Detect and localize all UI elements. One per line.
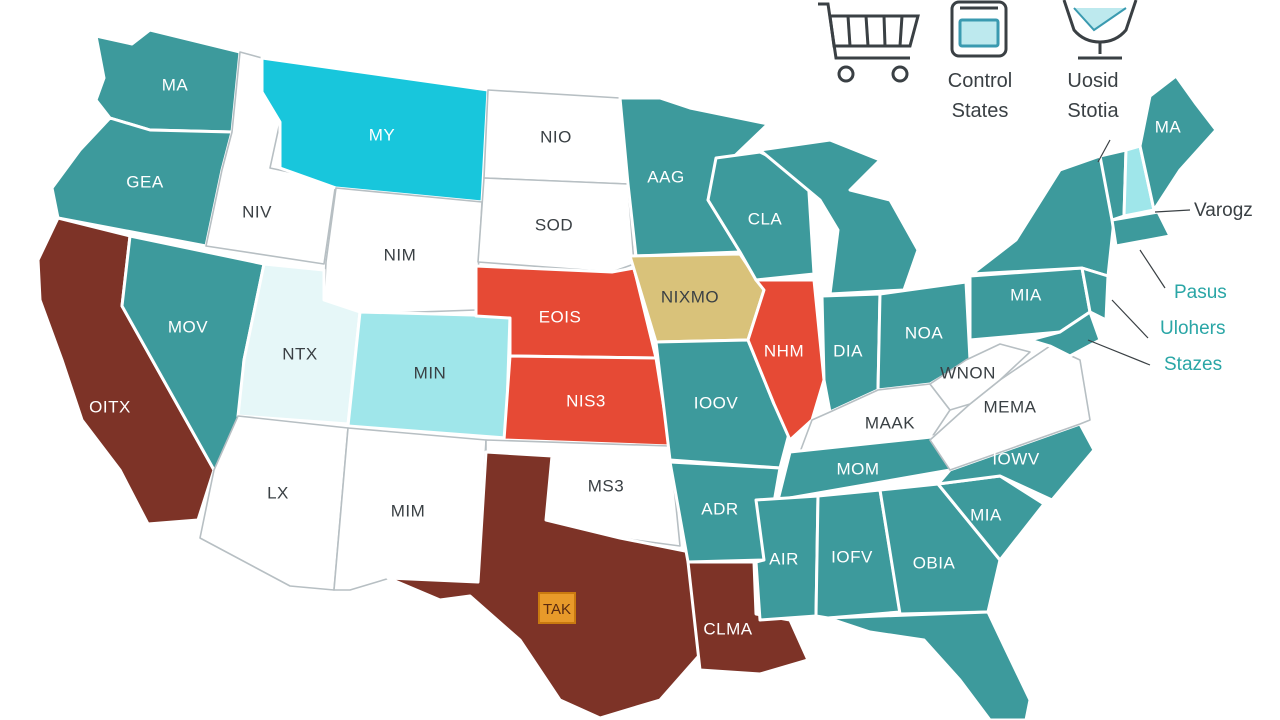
state-label-sc: MIA xyxy=(970,505,1002,524)
callout-label-b: Ulohers xyxy=(1160,318,1226,339)
state-mi[interactable] xyxy=(758,138,920,296)
state-la[interactable] xyxy=(686,560,810,676)
state-label-la: CLMA xyxy=(703,619,752,638)
callout-lines xyxy=(1087,139,1191,366)
callout-line-vt xyxy=(1154,209,1191,213)
state-label-tn: MOM xyxy=(836,459,879,478)
state-ny[interactable] xyxy=(970,154,1116,278)
shopping-cart-icon xyxy=(818,2,920,83)
state-label-ne: EOIS xyxy=(539,307,582,326)
state-label-oh: NOA xyxy=(905,323,944,342)
callout-line-top xyxy=(1097,139,1111,163)
state-label-co: MIN xyxy=(414,363,447,382)
state-label-mt: MY xyxy=(369,125,396,144)
state-label-wa: MA xyxy=(162,75,189,94)
state-label-nc: IOWV xyxy=(992,449,1039,468)
state-label-nd: NIO xyxy=(540,127,572,146)
state-md[interactable] xyxy=(1028,310,1102,358)
state-ma[interactable] xyxy=(1110,210,1172,248)
state-label-az: LX xyxy=(267,483,289,502)
state-label-ms: AIR xyxy=(769,549,799,568)
state-label-nm: MIM xyxy=(391,501,426,520)
cup-icon xyxy=(1062,0,1138,60)
state-label-ok: MS3 xyxy=(588,476,624,495)
state-label-il: NHM xyxy=(764,341,804,360)
state-label-mn: AAG xyxy=(647,167,684,186)
state-label-ia: NIXMO xyxy=(661,287,719,306)
state-tx[interactable] xyxy=(386,450,706,720)
state-label-ar: ADR xyxy=(701,499,738,518)
state-sd[interactable] xyxy=(477,177,635,273)
state-label-ga: OBIA xyxy=(913,553,956,572)
callout-line-c xyxy=(1087,339,1151,366)
state-label-ut: NTX xyxy=(282,344,318,363)
state-il[interactable] xyxy=(746,278,826,442)
state-label-wy: NIM xyxy=(384,245,417,264)
callout-label-vt: Varogz xyxy=(1194,200,1253,221)
callout-label-a: Pasus xyxy=(1174,282,1227,303)
texas-badge: TAK xyxy=(538,592,576,624)
state-label-wi: CLA xyxy=(748,209,783,228)
state-ga[interactable] xyxy=(878,482,1002,616)
state-label-pa: MIA xyxy=(1010,285,1042,304)
state-label-wv: WNON xyxy=(940,363,996,382)
jar-icon xyxy=(950,0,1008,58)
state-label-nv: MOV xyxy=(168,317,208,336)
state-nj[interactable] xyxy=(1080,266,1110,322)
state-label-mo: IOOV xyxy=(694,393,739,412)
state-label-al: IOFV xyxy=(831,547,873,566)
control-states-label: Control States xyxy=(947,70,1013,122)
state-label-me: MA xyxy=(1155,117,1182,136)
callout-line-b xyxy=(1111,299,1149,339)
state-label-ky: MAAK xyxy=(865,413,915,432)
state-label-id: NIV xyxy=(242,202,272,221)
state-fl[interactable] xyxy=(826,610,1032,720)
state-label-ca: OITX xyxy=(89,397,131,416)
callout-label-c: Stazes xyxy=(1164,354,1223,375)
state-al[interactable] xyxy=(814,488,902,620)
state-label-va: MEMA xyxy=(984,397,1037,416)
state-label-or: GEA xyxy=(126,172,164,191)
state-label-in: DIA xyxy=(833,341,863,360)
state-me[interactable] xyxy=(1138,74,1218,212)
other-states-label: Uosid Stotia xyxy=(1067,70,1119,122)
state-label-ks: NIS3 xyxy=(566,391,606,410)
state-label-sd: SOD xyxy=(535,215,573,234)
callout-line-a xyxy=(1139,249,1166,289)
state-wv[interactable] xyxy=(929,343,1031,411)
